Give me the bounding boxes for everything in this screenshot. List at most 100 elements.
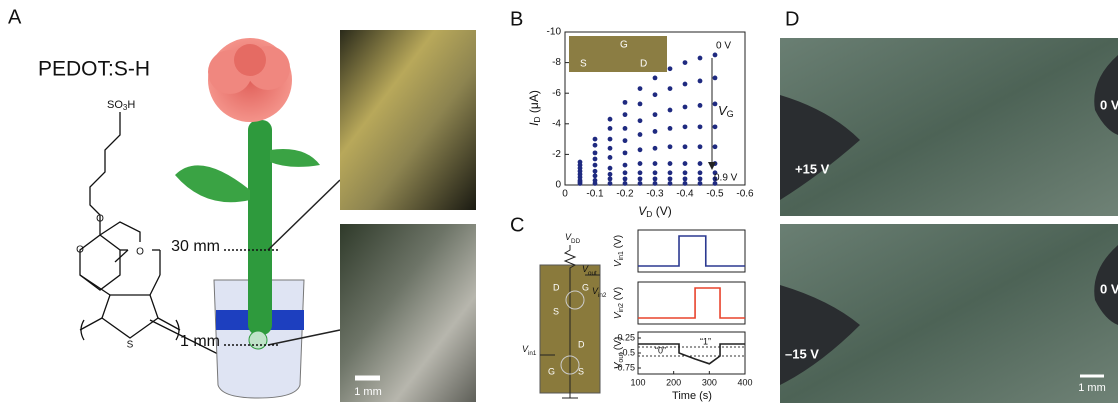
data-point xyxy=(667,176,673,182)
data-point xyxy=(712,124,718,130)
voltage-label: –15 V xyxy=(785,346,819,361)
label-sub: in1 xyxy=(528,350,537,357)
probe xyxy=(780,285,860,385)
scale-label: 1 mm xyxy=(354,386,382,398)
data-point xyxy=(592,142,598,148)
atom-label: O xyxy=(96,214,104,225)
panel-label: D xyxy=(785,8,799,30)
probe xyxy=(780,95,860,200)
y-tick-label: -8 xyxy=(552,57,561,68)
data-point xyxy=(637,101,643,107)
plot-frame xyxy=(637,229,746,273)
data-point xyxy=(622,99,628,105)
y-axis-label: ID (μA) xyxy=(527,90,542,126)
y-tick-label: -2 xyxy=(552,149,561,160)
label-unit: (V) xyxy=(613,287,624,303)
data-point xyxy=(592,173,598,179)
data-point xyxy=(607,181,613,186)
x-tick-label: -0.5 xyxy=(706,189,724,200)
panel-label: C xyxy=(510,214,524,236)
data-point xyxy=(667,144,673,150)
label-sub: out xyxy=(618,353,625,363)
data-point xyxy=(607,136,613,142)
data-point xyxy=(667,181,673,186)
data-point xyxy=(607,165,613,171)
label-unit: (V) xyxy=(613,235,624,251)
data-point xyxy=(637,86,643,92)
panel-a: A PEDOT:S-H SO3H O O O S 30 mm 1 mm 1 mm xyxy=(8,6,476,402)
label-part: V xyxy=(613,259,624,267)
voltage-label: +15 V xyxy=(795,161,830,176)
terminal-label: D xyxy=(578,339,585,349)
y-tick-label: -0.25 xyxy=(614,332,635,342)
data-point xyxy=(622,138,628,144)
data-point xyxy=(592,162,598,168)
data-point xyxy=(652,176,658,182)
voltage-label: 0 V xyxy=(1100,281,1118,296)
atom-label: O xyxy=(136,247,144,258)
rose-illustration xyxy=(175,38,341,399)
data-point xyxy=(667,125,673,131)
data-point xyxy=(697,124,703,130)
circuit-label: VDD xyxy=(565,232,581,244)
data-point xyxy=(682,170,688,176)
data-point xyxy=(697,170,703,176)
label-part: V xyxy=(592,286,599,296)
inset-label: D xyxy=(640,59,647,70)
x-tick-label: -0.6 xyxy=(736,189,754,200)
data-point xyxy=(697,78,703,84)
height-label: 1 mm xyxy=(180,333,220,350)
circuit-label: Vout xyxy=(582,264,597,276)
data-point xyxy=(592,136,598,142)
data-point xyxy=(622,181,628,186)
data-point xyxy=(697,55,703,61)
data-point xyxy=(682,60,688,65)
terminal-label: D xyxy=(553,282,560,292)
label-part: V xyxy=(638,204,647,218)
sulfonate: SO3H xyxy=(107,99,135,112)
panel-label: B xyxy=(510,8,523,30)
data-point xyxy=(607,155,613,160)
label-part: V xyxy=(613,361,624,369)
data-point xyxy=(682,124,688,130)
data-point xyxy=(667,66,673,72)
panel-label: A xyxy=(8,6,22,28)
data-point xyxy=(637,147,643,153)
x-tick-label: 200 xyxy=(666,377,681,387)
data-point xyxy=(682,144,688,150)
data-point xyxy=(637,181,643,186)
label-part: V xyxy=(582,264,589,274)
atom-label: O xyxy=(76,245,84,256)
data-point xyxy=(652,112,658,118)
data-point xyxy=(667,86,673,92)
y-tick-label: -0.5 xyxy=(619,347,635,357)
data-point xyxy=(652,75,658,81)
data-point xyxy=(622,125,628,131)
x-tick-label: 300 xyxy=(702,377,717,387)
molecule xyxy=(79,112,231,361)
circuit xyxy=(539,245,601,399)
y-tick-label: -4 xyxy=(552,118,561,129)
data-point xyxy=(712,176,718,182)
y-tick-label: -10 xyxy=(547,27,562,38)
data-point xyxy=(637,161,643,166)
circuit-label: Vin2 xyxy=(592,286,607,298)
label-sub: G xyxy=(727,109,734,119)
label-sub: in2 xyxy=(618,303,625,312)
label-part: V xyxy=(718,103,728,118)
data-point xyxy=(652,170,658,176)
data-point xyxy=(637,132,643,137)
data-point xyxy=(697,176,703,182)
signal-line xyxy=(638,343,745,365)
x-tick-label: 100 xyxy=(630,377,645,387)
data-point xyxy=(652,129,658,134)
label-part: I xyxy=(527,122,541,126)
data-point xyxy=(652,145,658,151)
panel-d: D +15 V 0 V –15 V 0 V 1 mm xyxy=(780,8,1118,403)
x-axis-label: VD (V) xyxy=(638,204,671,219)
terminal-label: S xyxy=(578,366,584,376)
label-part: V xyxy=(565,232,572,242)
data-point xyxy=(697,103,703,108)
data-point xyxy=(697,144,703,150)
